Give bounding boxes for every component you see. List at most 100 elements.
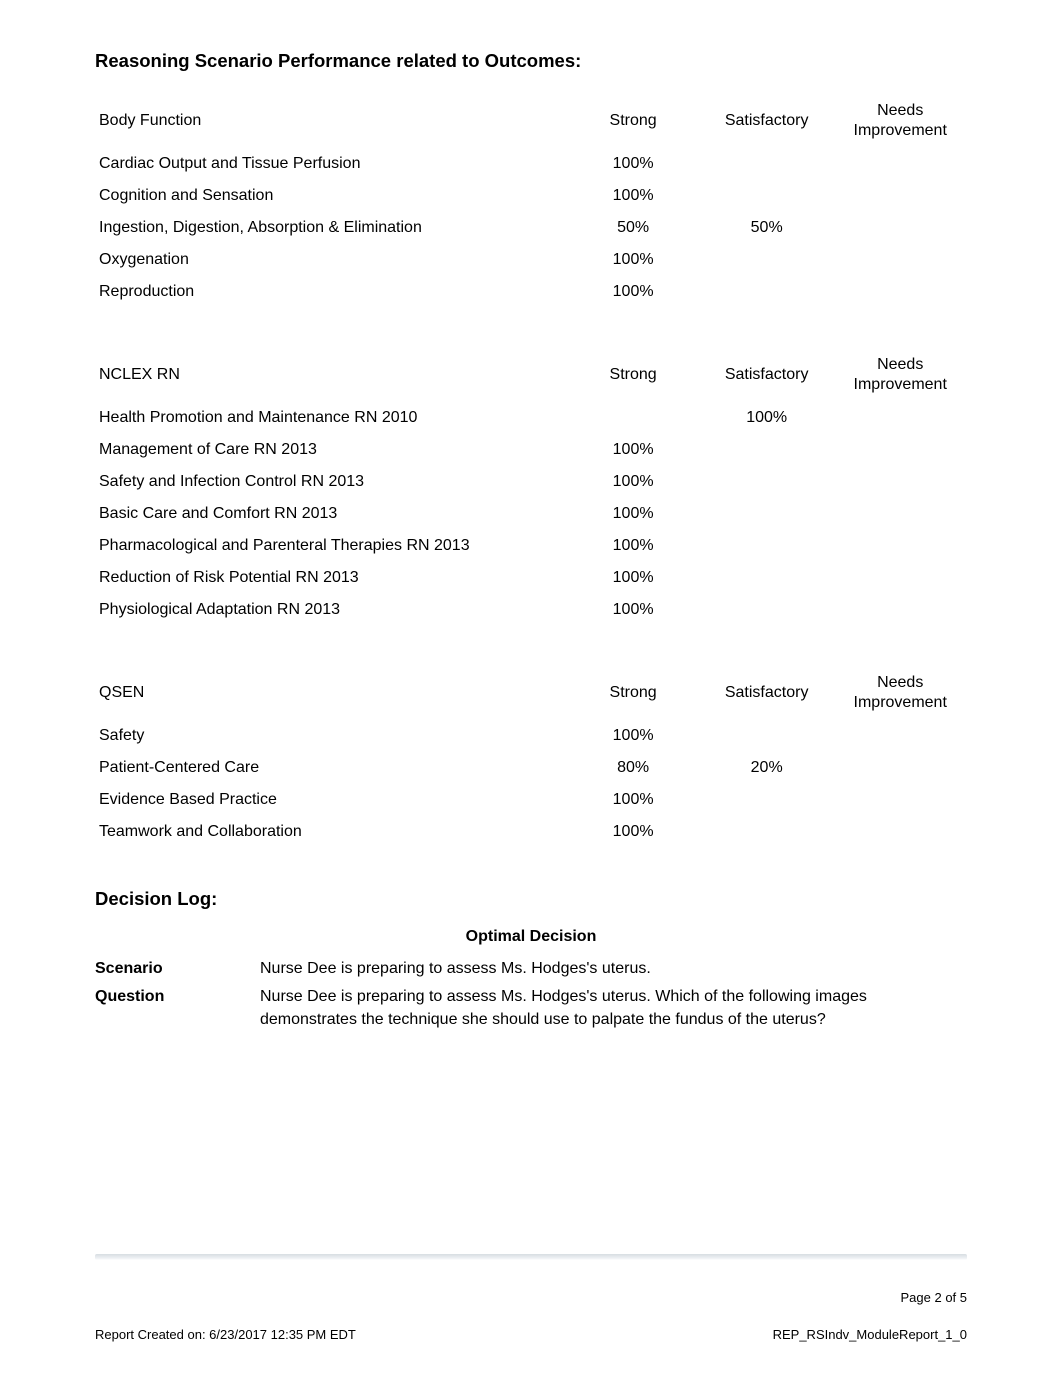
- performance-table: QSENStrongSatisfactoryNeedsImprovementSa…: [95, 666, 967, 848]
- cell-satisfactory: [700, 148, 834, 180]
- cell-satisfactory: [700, 276, 834, 308]
- optimal-decision-heading: Optimal Decision: [95, 928, 967, 946]
- cell-needs-improvement: [833, 148, 967, 180]
- cell-needs-improvement: [833, 720, 967, 752]
- cell-satisfactory: [700, 816, 834, 848]
- table-row: Health Promotion and Maintenance RN 2010…: [95, 402, 967, 434]
- table-row: Reduction of Risk Potential RN 2013100%: [95, 562, 967, 594]
- cell-needs-improvement: [833, 212, 967, 244]
- table-row: Physiological Adaptation RN 2013100%: [95, 594, 967, 626]
- table-row: Cognition and Sensation100%: [95, 180, 967, 212]
- table-row: Oxygenation100%: [95, 244, 967, 276]
- table-row: Management of Care RN 2013100%: [95, 434, 967, 466]
- cell-satisfactory: [700, 466, 834, 498]
- table-row: Safety and Infection Control RN 2013100%: [95, 466, 967, 498]
- column-header-satisfactory: Satisfactory: [700, 348, 834, 402]
- cell-strong: [566, 402, 700, 434]
- cell-satisfactory: 50%: [700, 212, 834, 244]
- table-row: Reproduction100%: [95, 276, 967, 308]
- cell-satisfactory: [700, 594, 834, 626]
- cell-strong: 100%: [566, 562, 700, 594]
- cell-needs-improvement: [833, 402, 967, 434]
- row-label: Reduction of Risk Potential RN 2013: [95, 562, 566, 594]
- cell-strong: 100%: [566, 530, 700, 562]
- table-row: Basic Care and Comfort RN 2013100%: [95, 498, 967, 530]
- cell-needs-improvement: [833, 594, 967, 626]
- footer-divider: [95, 1254, 967, 1260]
- footer-report-timestamp: Report Created on: 6/23/2017 12:35 PM ED…: [95, 1327, 356, 1342]
- table-row: Teamwork and Collaboration100%: [95, 816, 967, 848]
- cell-needs-improvement: [833, 498, 967, 530]
- cell-needs-improvement: [833, 244, 967, 276]
- column-header-needs-improvement: NeedsImprovement: [833, 666, 967, 720]
- row-label: Oxygenation: [95, 244, 566, 276]
- column-header-strong: Strong: [566, 348, 700, 402]
- column-header-satisfactory: Satisfactory: [700, 94, 834, 148]
- row-label: Reproduction: [95, 276, 566, 308]
- table-row: Cardiac Output and Tissue Perfusion100%: [95, 148, 967, 180]
- row-label: Physiological Adaptation RN 2013: [95, 594, 566, 626]
- cell-strong: 50%: [566, 212, 700, 244]
- table-header-row: NCLEX RNStrongSatisfactoryNeedsImproveme…: [95, 348, 967, 402]
- scenario-label: Scenario: [95, 958, 260, 980]
- cell-satisfactory: [700, 562, 834, 594]
- row-label: Patient-Centered Care: [95, 752, 566, 784]
- cell-strong: 100%: [566, 276, 700, 308]
- row-label: Cardiac Output and Tissue Perfusion: [95, 148, 566, 180]
- row-label: Basic Care and Comfort RN 2013: [95, 498, 566, 530]
- cell-strong: 100%: [566, 148, 700, 180]
- scenario-text: Nurse Dee is preparing to assess Ms. Hod…: [260, 958, 967, 980]
- table-category-header: QSEN: [95, 666, 566, 720]
- cell-needs-improvement: [833, 180, 967, 212]
- question-label: Question: [95, 986, 260, 1031]
- footer-page-number: Page 2 of 5: [95, 1290, 967, 1305]
- decision-log-title: Decision Log:: [95, 888, 967, 910]
- table-header-row: Body FunctionStrongSatisfactoryNeedsImpr…: [95, 94, 967, 148]
- table-header-row: QSENStrongSatisfactoryNeedsImprovement: [95, 666, 967, 720]
- cell-strong: 100%: [566, 434, 700, 466]
- row-label: Evidence Based Practice: [95, 784, 566, 816]
- table-row: Evidence Based Practice100%: [95, 784, 967, 816]
- column-header-strong: Strong: [566, 666, 700, 720]
- row-label: Ingestion, Digestion, Absorption & Elimi…: [95, 212, 566, 244]
- cell-needs-improvement: [833, 530, 967, 562]
- table-row: Ingestion, Digestion, Absorption & Elimi…: [95, 212, 967, 244]
- cell-strong: 100%: [566, 498, 700, 530]
- cell-satisfactory: 100%: [700, 402, 834, 434]
- performance-table: Body FunctionStrongSatisfactoryNeedsImpr…: [95, 94, 967, 308]
- cell-satisfactory: [700, 498, 834, 530]
- cell-needs-improvement: [833, 752, 967, 784]
- column-header-satisfactory: Satisfactory: [700, 666, 834, 720]
- footer-report-id: REP_RSIndv_ModuleReport_1_0: [773, 1327, 967, 1342]
- column-header-strong: Strong: [566, 94, 700, 148]
- page: Reasoning Scenario Performance related t…: [0, 0, 1062, 1376]
- cell-satisfactory: [700, 784, 834, 816]
- table-category-header: Body Function: [95, 94, 566, 148]
- cell-needs-improvement: [833, 434, 967, 466]
- row-label: Health Promotion and Maintenance RN 2010: [95, 402, 566, 434]
- cell-satisfactory: [700, 180, 834, 212]
- column-header-needs-improvement: NeedsImprovement: [833, 94, 967, 148]
- cell-satisfactory: 20%: [700, 752, 834, 784]
- cell-satisfactory: [700, 244, 834, 276]
- row-label: Pharmacological and Parenteral Therapies…: [95, 530, 566, 562]
- row-label: Cognition and Sensation: [95, 180, 566, 212]
- cell-strong: 80%: [566, 752, 700, 784]
- cell-strong: 100%: [566, 784, 700, 816]
- cell-satisfactory: [700, 530, 834, 562]
- cell-strong: 100%: [566, 244, 700, 276]
- cell-strong: 100%: [566, 180, 700, 212]
- cell-needs-improvement: [833, 276, 967, 308]
- cell-strong: 100%: [566, 720, 700, 752]
- tables-container: Body FunctionStrongSatisfactoryNeedsImpr…: [95, 94, 967, 848]
- cell-strong: 100%: [566, 466, 700, 498]
- cell-satisfactory: [700, 434, 834, 466]
- scenario-row: Scenario Nurse Dee is preparing to asses…: [95, 958, 967, 980]
- cell-strong: 100%: [566, 816, 700, 848]
- page-footer: Page 2 of 5 Report Created on: 6/23/2017…: [95, 1254, 967, 1342]
- table-row: Safety100%: [95, 720, 967, 752]
- section-title: Reasoning Scenario Performance related t…: [95, 50, 967, 72]
- cell-needs-improvement: [833, 466, 967, 498]
- row-label: Management of Care RN 2013: [95, 434, 566, 466]
- row-label: Safety and Infection Control RN 2013: [95, 466, 566, 498]
